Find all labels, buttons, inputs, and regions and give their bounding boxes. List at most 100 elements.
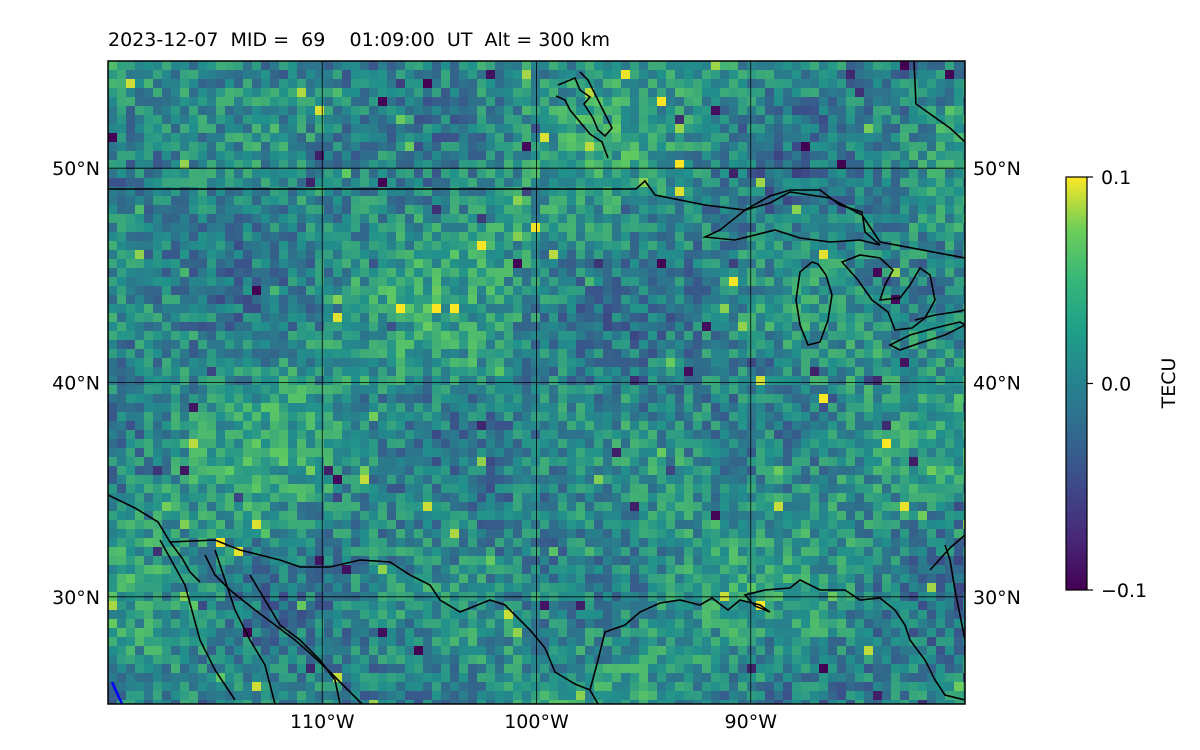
tec-cell	[855, 295, 865, 305]
tec-cell	[315, 385, 325, 395]
tec-cell	[324, 115, 334, 125]
tec-cell	[522, 277, 532, 287]
tec-cell	[189, 457, 199, 467]
tec-cell	[855, 70, 865, 80]
tec-cell	[648, 340, 658, 350]
tec-cell	[927, 97, 937, 107]
tec-cell	[495, 475, 505, 485]
tec-cell	[297, 403, 307, 413]
tec-cell	[198, 358, 208, 368]
tec-cell	[792, 79, 802, 89]
tec-cell	[756, 142, 766, 152]
tec-cell	[909, 484, 919, 494]
tec-cell	[135, 385, 145, 395]
tec-cell	[207, 457, 217, 467]
tec-cell	[486, 88, 496, 98]
tec-cell	[738, 79, 748, 89]
tec-cell	[693, 196, 703, 206]
tec-cell	[666, 502, 676, 512]
tec-cell	[846, 421, 856, 431]
tec-cell	[306, 304, 316, 314]
tec-cell	[396, 475, 406, 485]
tec-cell	[378, 484, 388, 494]
tec-cell	[855, 304, 865, 314]
tec-cell	[396, 511, 406, 521]
tec-cell	[936, 484, 946, 494]
tec-cell	[693, 331, 703, 341]
tec-cell	[315, 241, 325, 251]
tec-cell	[243, 133, 253, 143]
tec-cell	[576, 88, 586, 98]
tec-cell	[342, 295, 352, 305]
tec-cell	[927, 322, 937, 332]
tec-cell	[297, 502, 307, 512]
tec-cell	[414, 232, 424, 242]
tec-cell	[468, 367, 478, 377]
tec-cell	[495, 520, 505, 530]
tec-cell	[747, 394, 757, 404]
tec-cell	[585, 259, 595, 269]
tec-cell	[963, 475, 965, 485]
tec-cell	[774, 106, 784, 116]
tec-cell	[675, 331, 685, 341]
tec-cell	[639, 88, 649, 98]
tec-cell	[819, 493, 829, 503]
tec-cell	[144, 295, 154, 305]
tec-cell	[486, 295, 496, 305]
tec-cell	[621, 466, 631, 476]
tec-cell	[243, 358, 253, 368]
tec-cell	[441, 448, 451, 458]
tec-cell	[513, 430, 523, 440]
tec-cell	[378, 511, 388, 521]
tec-cell	[360, 79, 370, 89]
tec-cell	[900, 124, 910, 134]
tec-cell	[612, 88, 622, 98]
tec-cell	[936, 169, 946, 179]
tec-cell	[423, 340, 433, 350]
tec-cell	[162, 250, 172, 260]
tec-cell	[351, 151, 361, 161]
tec-cell	[216, 268, 226, 278]
tec-cell	[927, 151, 937, 161]
tec-cell	[126, 142, 136, 152]
tec-cell	[549, 187, 559, 197]
tec-cell	[729, 79, 739, 89]
tec-cell	[162, 286, 172, 296]
tec-cell	[585, 520, 595, 530]
tec-cell	[405, 106, 415, 116]
tec-cell	[540, 277, 550, 287]
tec-cell	[828, 97, 838, 107]
tec-cell	[531, 466, 541, 476]
tec-cell	[711, 313, 721, 323]
tec-cell	[144, 232, 154, 242]
tec-cell	[846, 511, 856, 521]
tec-cell	[180, 79, 190, 89]
tec-cell	[405, 142, 415, 152]
tec-cell	[639, 223, 649, 233]
tec-cell	[567, 79, 577, 89]
tec-cell	[468, 79, 478, 89]
tec-cell	[540, 241, 550, 251]
tec-cell	[747, 322, 757, 332]
tec-cell	[423, 115, 433, 125]
tec-cell	[513, 322, 523, 332]
tec-cell	[153, 160, 163, 170]
tec-cell	[864, 223, 874, 233]
tec-cell	[180, 403, 190, 413]
tec-cell	[594, 439, 604, 449]
tec-cell	[639, 133, 649, 143]
tec-cell	[414, 160, 424, 170]
tec-cell	[513, 412, 523, 422]
tec-cell	[504, 106, 514, 116]
tec-cell	[468, 394, 478, 404]
tec-cell	[225, 403, 235, 413]
tec-cell	[378, 502, 388, 512]
tec-cell	[144, 187, 154, 197]
tec-cell	[270, 376, 280, 386]
tec-cell	[648, 421, 658, 431]
tec-cell	[765, 430, 775, 440]
tec-cell	[765, 358, 775, 368]
tec-cell	[180, 376, 190, 386]
tec-cell	[243, 277, 253, 287]
tec-cell	[576, 142, 586, 152]
